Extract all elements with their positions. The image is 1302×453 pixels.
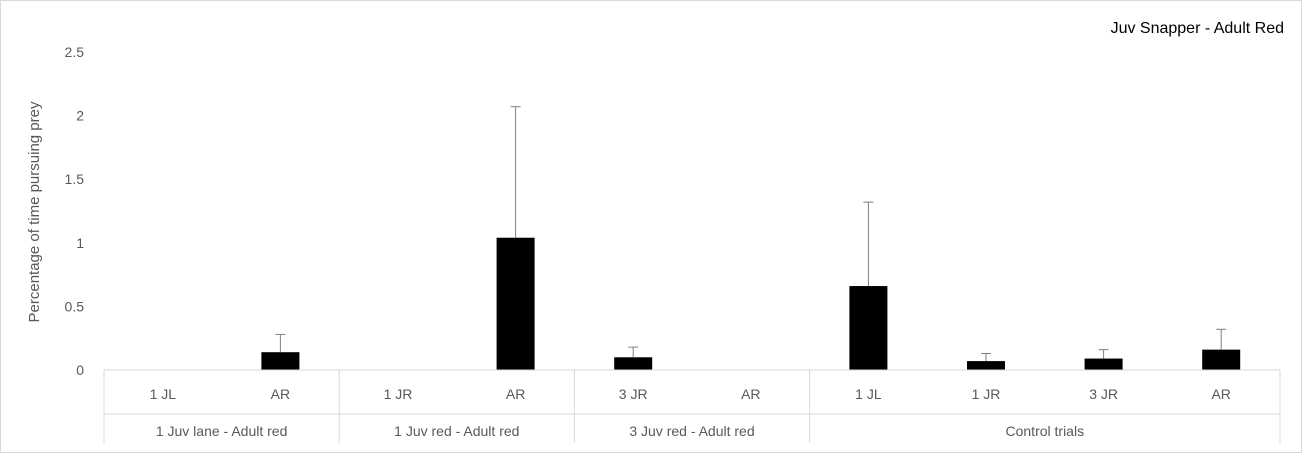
y-tick-label: 1.5 xyxy=(65,171,85,187)
y-axis-title: Percentage of time pursuing prey xyxy=(26,101,43,322)
category-label: AR xyxy=(741,386,760,402)
category-label: AR xyxy=(506,386,525,402)
group-label: 1 Juv red - Adult red xyxy=(394,423,519,439)
bar xyxy=(1202,349,1241,370)
bar xyxy=(496,237,535,370)
x-axis xyxy=(103,369,1281,443)
category-label: 3 JR xyxy=(1089,386,1118,402)
category-label: AR xyxy=(271,386,290,402)
category-label: 1 JL xyxy=(150,386,177,402)
bar xyxy=(614,357,653,370)
bar xyxy=(261,352,300,370)
y-tick-label: 0.5 xyxy=(65,298,85,314)
bars-group xyxy=(261,237,1241,370)
group-label: 3 Juv red - Adult red xyxy=(629,423,754,439)
error-bars-group xyxy=(275,106,1227,362)
bar xyxy=(1084,358,1123,370)
y-tick-labels: 0 0.5 1 1.5 2 2.5 xyxy=(65,44,85,378)
category-label: AR xyxy=(1211,386,1230,402)
y-tick-label: 2.5 xyxy=(65,44,85,60)
category-labels: 1 JL AR 1 JR AR 3 JR AR 1 JL 1 JR 3 JR AR 1 Juv la… xyxy=(150,386,1231,439)
bar xyxy=(967,361,1005,370)
y-tick-label: 0 xyxy=(76,362,84,378)
category-label: 1 JR xyxy=(972,386,1001,402)
category-label: 1 JL xyxy=(855,386,882,402)
group-label: Control trials xyxy=(1006,423,1085,439)
category-label: 1 JR xyxy=(384,386,413,402)
bar xyxy=(849,286,888,370)
category-label: 3 JR xyxy=(619,386,648,402)
group-label: 1 Juv lane - Adult red xyxy=(156,423,288,439)
chart-title: Juv Snapper - Adult Red xyxy=(1111,20,1284,37)
y-tick-label: 2 xyxy=(76,108,84,124)
y-tick-label: 1 xyxy=(76,235,84,251)
